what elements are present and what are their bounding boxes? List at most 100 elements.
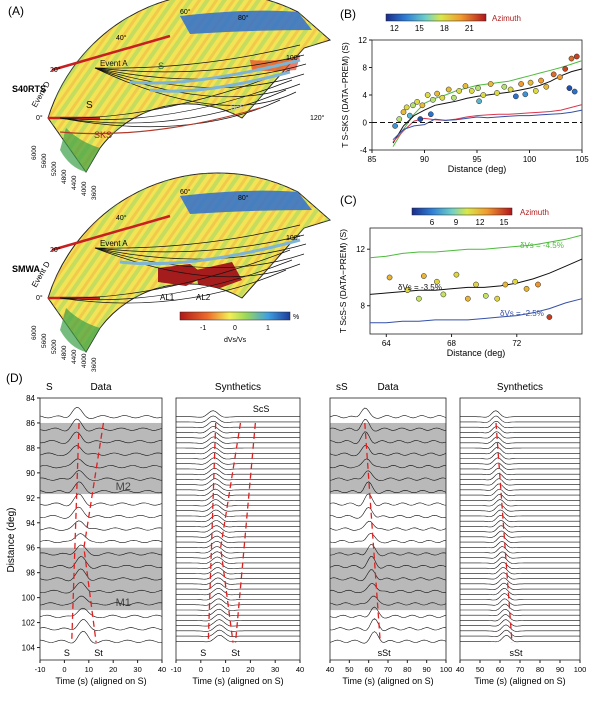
waveform-trace [176, 462, 300, 470]
data-point [406, 112, 413, 119]
x-tick-label: 40 [158, 665, 166, 674]
svg-text:5200: 5200 [51, 339, 58, 354]
waveform-trace [460, 415, 580, 423]
waveform-trace [329, 569, 447, 582]
s-pick-line [71, 422, 80, 643]
waveform-trace [460, 488, 580, 496]
data-point [512, 278, 518, 285]
x-tick-label: 80 [536, 665, 544, 674]
svg-text:dVs/Vs: dVs/Vs [224, 337, 247, 344]
waveform-trace [329, 606, 447, 619]
waveform-trace [460, 587, 580, 596]
y-tick-label: 94 [26, 519, 35, 528]
al2-label: AL2 [196, 293, 211, 302]
waveform-trace [39, 520, 163, 531]
x-axis-label: Time (s) (aligned on S) [55, 676, 146, 686]
x-tick-label: -10 [35, 665, 46, 674]
phase-title: S [46, 382, 53, 393]
data-point [419, 102, 426, 109]
sst-pick-line [364, 422, 381, 643]
svg-text:0°: 0° [36, 114, 43, 122]
phase-title: sS [336, 382, 348, 393]
waveform-trace [460, 467, 580, 476]
angle-ticks-top: 0° 20° 40° 60° 80° 100° 120° [36, 8, 325, 122]
y-tick-label: 12 [358, 36, 367, 45]
waveform-trace [460, 619, 580, 627]
waveform-trace [460, 473, 580, 481]
waveform-trace [176, 493, 300, 502]
data-point [494, 90, 500, 96]
data-point [566, 85, 573, 91]
waveform-trace [460, 593, 580, 601]
x-tick-label: 72 [512, 339, 521, 348]
svg-text:-1: -1 [200, 325, 206, 332]
waveform-trace [39, 470, 163, 482]
shaded-region-label: M2 [116, 481, 131, 493]
series-line-black [392, 68, 583, 144]
svg-text:80°: 80° [238, 194, 249, 202]
x-axis-label: Distance (deg) [448, 164, 507, 174]
y-axis-label: T S-SKS (DATA−PREM) (S) [340, 42, 350, 148]
svg-text:4400: 4400 [71, 175, 78, 190]
waveform-trace [39, 544, 163, 556]
waveform-trace [460, 493, 580, 502]
data-point [535, 281, 541, 288]
x-tick-label: 30 [271, 665, 279, 674]
waveform-trace [460, 535, 580, 543]
x-tick-label: 10 [85, 665, 93, 674]
y-tick-label: 86 [26, 419, 35, 428]
bottom-phase-label-sst: sSt [509, 648, 523, 658]
waveform-trace [39, 619, 163, 632]
x-tick-label: 90 [420, 155, 429, 164]
event-a-label-bottom: Event A [100, 239, 128, 248]
bottom-phase-label-s: S [64, 648, 70, 658]
x-tick-label: 64 [382, 339, 391, 348]
data-point [414, 99, 420, 105]
svg-text:0°: 0° [36, 294, 43, 302]
waveform-trace [460, 556, 580, 564]
x-tick-label: 50 [476, 665, 484, 674]
waveform-panel-s-syn: -10 0 10 20 30 40 Time (s) (aligned on S) Synth… [171, 382, 305, 686]
waveform-trace [460, 410, 580, 418]
waveform-trace [329, 556, 447, 569]
svg-text:80°: 80° [238, 14, 249, 22]
panel-c: (C) Azimuth 6 9 12 15 64 68 72 8 12 Distance (de… [338, 193, 583, 358]
svg-text:60°: 60° [180, 8, 191, 16]
waveform-title: Data [377, 382, 399, 393]
waveform-trace [176, 582, 300, 590]
waveform-trace [460, 567, 580, 575]
data-point [434, 278, 440, 285]
x-tick-label: 60 [496, 665, 504, 674]
svg-text:5600: 5600 [41, 333, 48, 348]
waveform-trace [176, 572, 300, 580]
waveform-trace [176, 447, 300, 455]
y-tick-label: 90 [26, 469, 35, 478]
x-tick-label: 40 [456, 665, 464, 674]
bottom-phase-label-sst: sSt [378, 648, 392, 658]
waveform-trace [460, 478, 580, 486]
waveform-trace [460, 525, 580, 533]
x-axis-label: Time (s) (aligned on S) [474, 676, 565, 686]
waveform-trace [329, 582, 447, 593]
x-tick-label: 90 [422, 665, 430, 674]
x-tick-label: 30 [133, 665, 141, 674]
waveform-trace [176, 520, 300, 528]
waveform-trace [460, 540, 580, 549]
waveform-trace [460, 441, 580, 449]
waveform-trace [39, 556, 163, 569]
waveform-trace [176, 593, 300, 601]
top-phase-label: ScS [253, 404, 270, 414]
svg-text:4800: 4800 [61, 169, 68, 184]
svg-text:6000: 6000 [31, 145, 38, 160]
svg-text:5200: 5200 [51, 161, 58, 176]
waveform-trace [460, 499, 580, 507]
waveform-trace [329, 595, 447, 606]
waveform-trace [460, 634, 580, 643]
waveform-trace [176, 514, 300, 523]
waveform-trace [176, 509, 300, 517]
waveform-trace [460, 483, 580, 491]
x-tick-label: 50 [345, 665, 353, 674]
waveform-trace [176, 478, 300, 486]
y-tick-label: 92 [26, 494, 35, 503]
y-tick-label: 98 [26, 569, 35, 578]
